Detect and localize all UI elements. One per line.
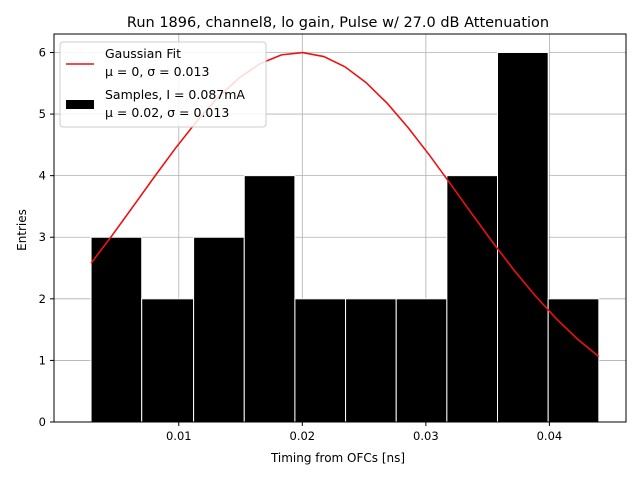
axes (53, 33, 627, 423)
histogram-bar (395, 298, 448, 423)
x-ticks: 0.01 0.02 0.03 0.04 (166, 422, 562, 443)
y-tick-label: 4 (39, 169, 46, 183)
y-tick-label: 3 (39, 230, 46, 244)
legend-samples-swatch (66, 100, 94, 109)
legend-box (59, 41, 267, 128)
x-tick-label: 0.03 (413, 429, 439, 443)
legend: Gaussian Fit μ = 0, σ = 0.013 Samples, I… (59, 41, 267, 128)
x-axis-label: Timing from OFCs [ns] (270, 451, 405, 465)
y-tick-label: 2 (39, 292, 46, 306)
y-tick-label: 1 (39, 353, 46, 367)
histogram-bar (497, 51, 549, 423)
histogram-bars (90, 51, 600, 423)
histogram-bar (345, 298, 397, 423)
plot-frame (53, 33, 627, 423)
legend-samples-label: Samples, I = 0.087mA (105, 87, 245, 102)
histogram-bar (243, 175, 296, 423)
legend-fit-stats: μ = 0, σ = 0.013 (105, 64, 209, 79)
chart-title: Run 1896, channel8, lo gain, Pulse w/ 27… (127, 15, 549, 31)
gaussian-fit (90, 51, 600, 358)
y-tick-label: 5 (39, 107, 46, 121)
legend-fit-label: Gaussian Fit (105, 46, 181, 61)
x-tick-label: 0.04 (537, 429, 563, 443)
gaussian-fit-line (90, 51, 600, 358)
histogram-bar (446, 175, 499, 423)
histogram-bar (90, 236, 143, 423)
x-tick-label: 0.02 (290, 429, 316, 443)
y-tick-label: 6 (39, 45, 46, 59)
legend-samples-stats: μ = 0.02, σ = 0.013 (105, 105, 229, 120)
x-tick-label: 0.01 (166, 429, 192, 443)
histogram-bar (141, 298, 195, 423)
histogram-bar (294, 298, 347, 423)
histogram-bar (193, 236, 245, 423)
y-tick-label: 0 (39, 415, 46, 429)
y-ticks: 0 1 2 3 4 5 6 (39, 45, 54, 429)
y-axis-label: Entries (15, 209, 29, 251)
